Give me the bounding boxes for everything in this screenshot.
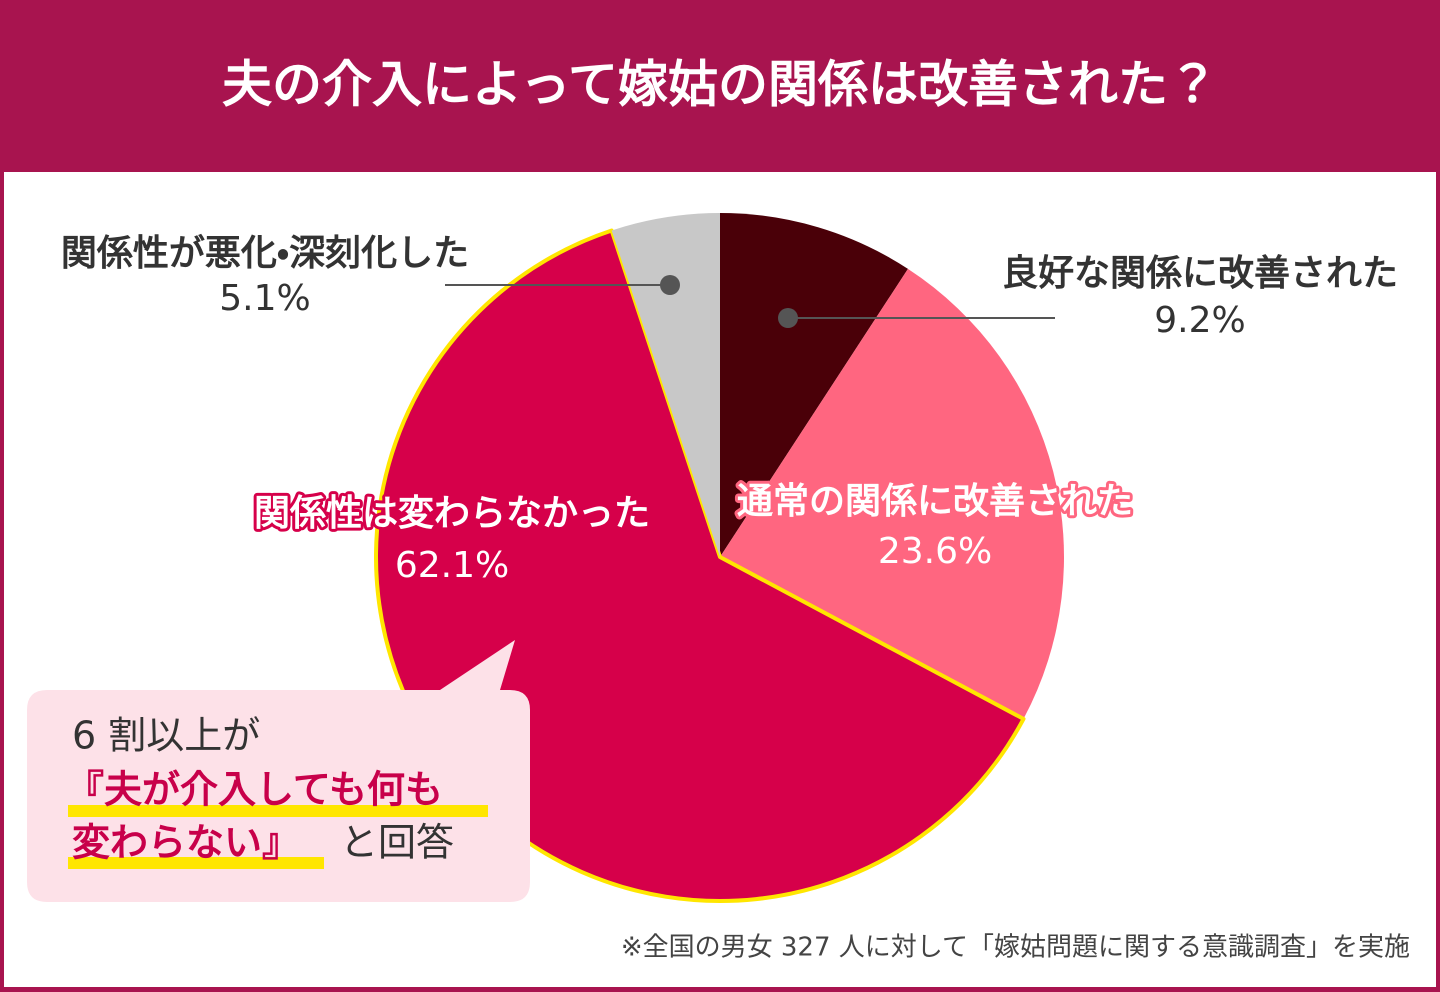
value-label: 62.1% (395, 545, 509, 586)
callout-text: と回答 (340, 821, 454, 865)
slice-label: 通常の関係に改善された (737, 481, 1133, 522)
leader-dot (778, 308, 798, 328)
leader-dot (660, 275, 680, 295)
callout: 6 割以上が 『夫が介入しても何も 変わらない』 と回答 (27, 640, 530, 902)
slice-label: 関係性が悪化・深刻化した (61, 233, 469, 274)
callout-text: 6 割以上が (72, 714, 260, 758)
pie-slice (720, 213, 908, 557)
highlight (68, 857, 324, 869)
highlight (68, 805, 488, 817)
value-label: 23.6% (878, 531, 992, 572)
footnote: ※全国の男女 327 人に対して「嫁姑問題に関する意識調査」を実施 (621, 933, 1410, 963)
slice-label: 関係性は変わらなかった (254, 493, 650, 534)
pie-slice (611, 213, 720, 557)
slice-label: 良好な関係に改善された (1002, 253, 1398, 294)
callout-box (27, 640, 530, 902)
labels: 良好な関係に改善された 9.2% 通常の関係に改善された 23.6% 関係性は変わらなか… (61, 233, 1398, 589)
pie-slice (720, 268, 1064, 719)
callout-text: 変わらない』 (72, 821, 300, 865)
callout-text: 『夫が介入しても何も (66, 768, 443, 812)
chart-title: 夫の介入によって嫁姑の関係は改善された？ (222, 56, 1218, 114)
value-label: 5.1% (219, 278, 310, 319)
value-label: 9.2% (1154, 300, 1245, 341)
